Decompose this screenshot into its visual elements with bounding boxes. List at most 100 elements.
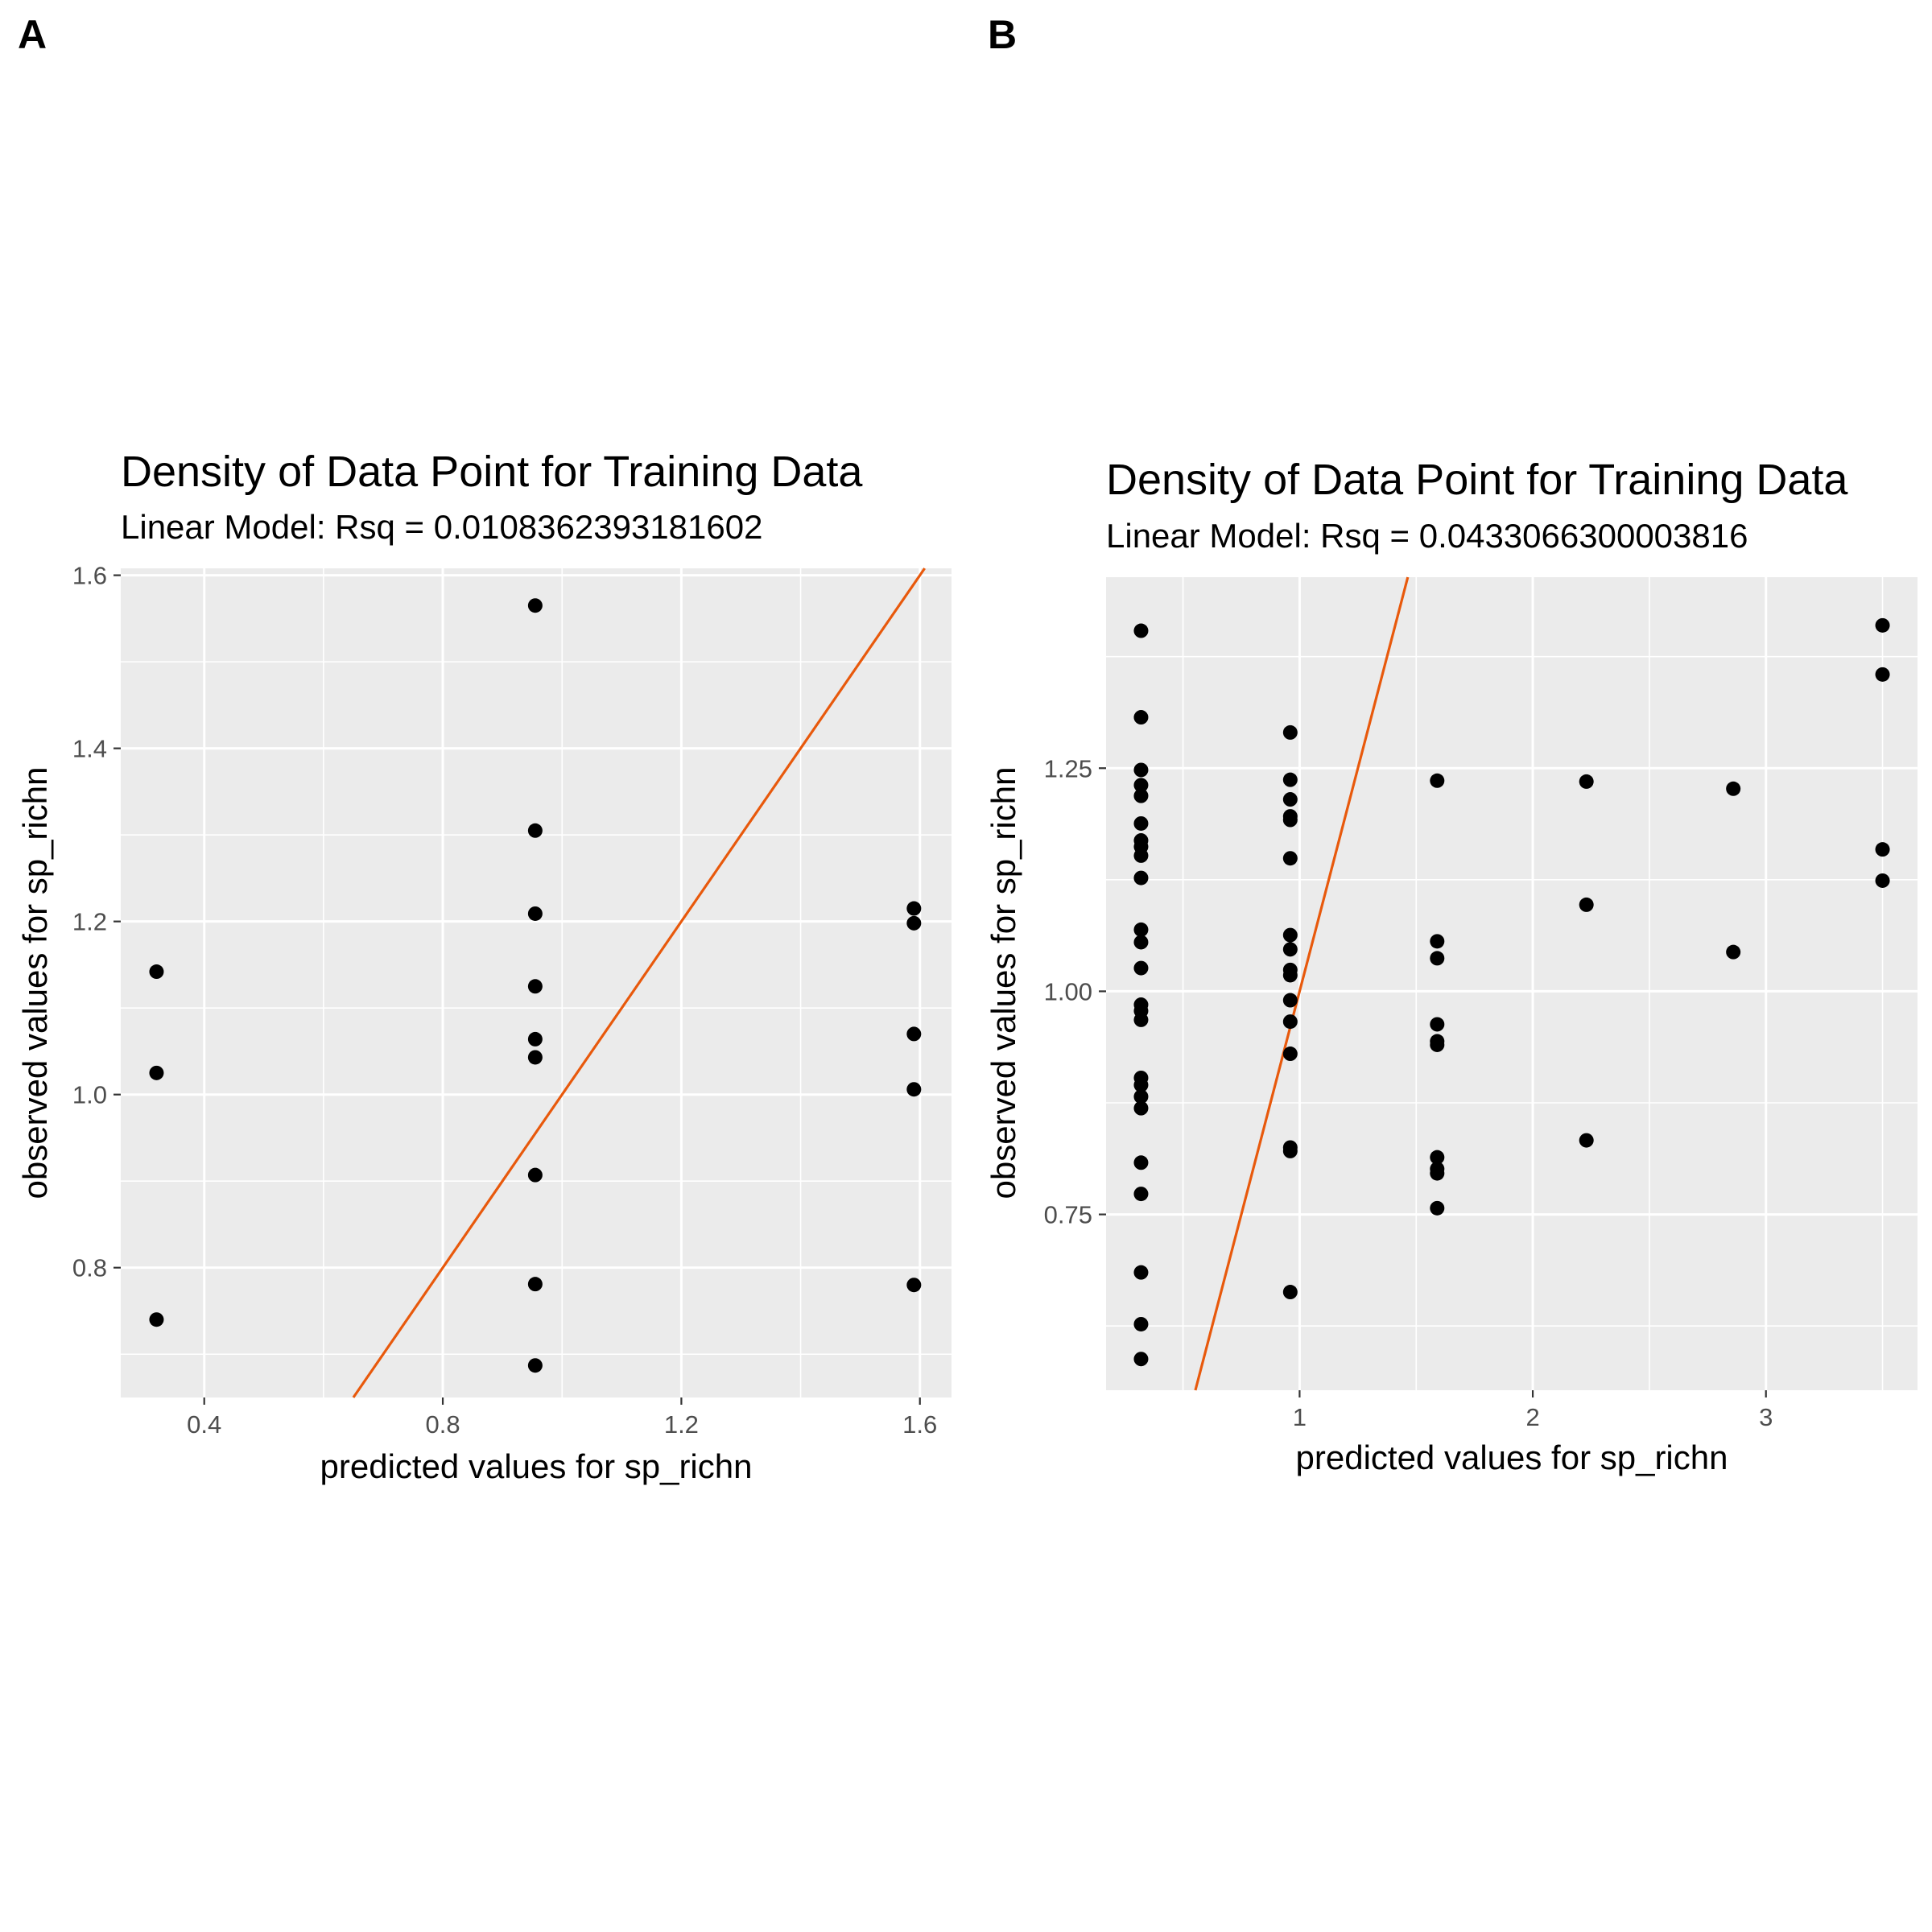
panel-b-data-point: [1282, 1014, 1298, 1030]
panel-b-data-point: [1282, 927, 1298, 943]
panel-tag-b: B: [988, 12, 1017, 57]
panel-a-data-point: [527, 1167, 543, 1183]
panel-a-data-point: [527, 823, 543, 838]
panel-a-x-axis-title: predicted values for sp_richn: [320, 1447, 753, 1485]
panel-a-data-point: [527, 1031, 543, 1046]
panel-b-data-point: [1133, 1155, 1149, 1170]
panel-a-points: [149, 598, 922, 1373]
panel-b-data-point: [1875, 873, 1890, 888]
panel-b-data-point: [1282, 772, 1298, 787]
panel-a-data-point: [149, 1065, 164, 1080]
panel-a-data-point: [527, 1358, 543, 1373]
panel-a-data-point: [527, 1050, 543, 1065]
panel-b-data-point: [1133, 778, 1149, 793]
panel-a-data-point: [906, 1278, 922, 1293]
panel-b-points: [1133, 617, 1890, 1367]
panel-a-gridlines: [121, 568, 952, 1397]
panel-b-data-point: [1133, 1077, 1149, 1092]
panel-a-x-tick-label: 0.4: [187, 1410, 221, 1439]
panel-a-data-point: [149, 964, 164, 980]
panel-b-data-point: [1430, 934, 1445, 949]
panel-b-data-point: [1133, 815, 1149, 831]
panel-b-y-tick-label: 1.25: [1044, 754, 1092, 782]
panel-b-data-point: [1133, 1012, 1149, 1027]
panel-b-fit-line-layer: [1194, 576, 1410, 1391]
panel-b-y-tick-label: 1.00: [1044, 977, 1092, 1005]
panel-b-axes: 1 2 3 0.75 1.00 1.25: [1044, 754, 1773, 1431]
panel-b: B Density of Data Point for Training Dat…: [985, 12, 1918, 1476]
panel-b-data-point: [1282, 1143, 1298, 1158]
panel-b-data-point: [1430, 1200, 1445, 1216]
panel-a-y-tick-label: 1.4: [72, 735, 107, 763]
panel-b-data-point: [1133, 710, 1149, 725]
panel-b-y-axis-title: observed values for sp_richn: [985, 767, 1022, 1199]
panel-b-data-point: [1875, 842, 1890, 857]
panel-b-data-point: [1282, 851, 1298, 866]
panel-a-subtitle: Linear Model: Rsq = 0.0108362393181602: [121, 508, 762, 546]
panel-b-fit-line: [1194, 576, 1410, 1391]
panel-a-data-point: [906, 901, 922, 916]
panel-b-title: Density of Data Point for Training Data: [1106, 456, 1848, 504]
panel-b-plot-background: [1106, 577, 1918, 1390]
panel-b-data-point: [1133, 788, 1149, 803]
panel-a-y-axis-title: observed values for sp_richn: [16, 767, 54, 1199]
panel-b-data-point: [1282, 724, 1298, 740]
panel-b-data-point: [1133, 1352, 1149, 1367]
panel-b-data-point: [1282, 993, 1298, 1008]
panel-b-x-tick-label: 2: [1525, 1403, 1539, 1431]
panel-b-data-point: [1282, 792, 1298, 807]
panel-b-data-point: [1133, 1100, 1149, 1116]
panel-a-x-tick-label: 1.6: [902, 1410, 937, 1439]
panel-a-data-point: [527, 906, 543, 921]
panel-b-x-tick-label: 3: [1759, 1403, 1773, 1431]
panel-b-data-point: [1430, 1166, 1445, 1181]
panel-a-data-point: [149, 1312, 164, 1327]
panel-b-data-point: [1133, 1187, 1149, 1202]
panel-a-title: Density of Data Point for Training Data: [121, 448, 863, 496]
panel-b-data-point: [1875, 617, 1890, 633]
panel-b-data-point: [1875, 667, 1890, 682]
panel-b-data-point: [1133, 762, 1149, 778]
panel-b-data-point: [1282, 1285, 1298, 1300]
panel-b-data-point: [1133, 922, 1149, 937]
panel-a-data-point: [527, 1277, 543, 1292]
panel-a-x-tick-label: 0.8: [426, 1410, 460, 1439]
panel-a-axes: 0.4 0.8 1.2 1.6 0.8 1.0 1.2 1.4 1.6: [72, 562, 937, 1439]
panel-b-data-point: [1282, 1046, 1298, 1062]
panel-b-subtitle: Linear Model: Rsq = 0.0433066300003816: [1106, 517, 1748, 555]
panel-b-data-point: [1133, 870, 1149, 886]
panel-b-data-point: [1430, 773, 1445, 788]
panel-a-data-point: [906, 1026, 922, 1042]
panel-b-data-point: [1133, 960, 1149, 976]
panel-a-y-tick-label: 1.6: [72, 562, 107, 590]
panel-a: A Density of Data Point for Training Dat…: [16, 12, 952, 1485]
panel-b-data-point: [1133, 935, 1149, 950]
panel-b-data-point: [1133, 1316, 1149, 1331]
panel-b-data-point: [1430, 951, 1445, 966]
panel-b-data-point: [1726, 781, 1741, 796]
panel-a-data-point: [527, 979, 543, 994]
panel-b-data-point: [1282, 942, 1298, 957]
panel-a-x-tick-label: 1.2: [664, 1410, 699, 1439]
panel-b-y-tick-label: 0.75: [1044, 1201, 1092, 1229]
panel-b-data-point: [1133, 623, 1149, 638]
panel-a-data-point: [906, 915, 922, 931]
panel-b-data-point: [1133, 1265, 1149, 1280]
panel-b-data-point: [1430, 1017, 1445, 1032]
panel-b-data-point: [1579, 1133, 1594, 1148]
panel-b-data-point: [1579, 897, 1594, 912]
panel-b-data-point: [1430, 1037, 1445, 1052]
panel-tag-a: A: [18, 12, 47, 57]
panel-a-fit-line: [352, 568, 926, 1398]
panel-a-y-tick-label: 0.8: [72, 1254, 107, 1282]
panel-b-data-point: [1133, 1089, 1149, 1104]
panel-b-x-tick-label: 1: [1293, 1403, 1307, 1431]
panel-b-gridlines: [1106, 577, 1918, 1390]
panel-b-data-point: [1282, 812, 1298, 828]
panel-a-y-tick-label: 1.2: [72, 908, 107, 936]
panel-b-data-point: [1430, 1150, 1445, 1165]
panel-a-fit-line-layer: [352, 568, 926, 1398]
panel-b-data-point: [1282, 968, 1298, 983]
panel-a-data-point: [906, 1082, 922, 1097]
